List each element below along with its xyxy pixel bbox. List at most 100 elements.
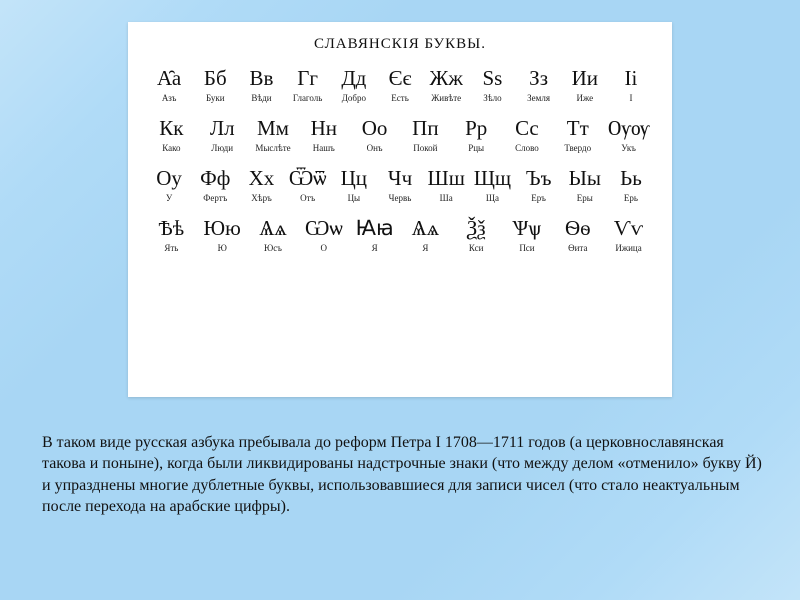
alphabet-row: А̑аАзъБбБукиВвВѣдиГгГлагольДдДоброЄєЕсть… [146, 67, 654, 103]
glyph-name: Укъ [621, 143, 636, 153]
glyph: Сс [515, 117, 539, 140]
glyph: Кк [159, 117, 183, 140]
alphabet-cell: Оу У [146, 167, 192, 203]
glyph-name: Ша [440, 193, 453, 203]
glyph-name: Онъ [367, 143, 383, 153]
alphabet-cell: ІіІ [608, 67, 654, 103]
glyph-name: Како [162, 143, 180, 153]
glyph: Тт [567, 117, 589, 140]
alphabet-cell: Тт Твердо [552, 117, 603, 153]
glyph: Рр [465, 117, 487, 140]
glyph-name: Ять [164, 243, 178, 253]
glyph: Чч [388, 167, 412, 190]
glyph: Щщ [474, 167, 511, 190]
glyph-name: Хѣръ [251, 193, 272, 203]
glyph-name: І [629, 93, 632, 103]
alphabet-cell: НнНашъ [298, 117, 349, 153]
glyph: Хх [249, 167, 275, 190]
glyph-name: Буки [206, 93, 225, 103]
glyph: Ѣѣ [159, 217, 185, 240]
glyph-name: Зѣло [483, 93, 501, 103]
glyph-name: Твердо [564, 143, 591, 153]
glyph: Ѯѯ [467, 217, 486, 240]
glyph: Жж [430, 67, 463, 90]
glyph-name: Вѣди [251, 93, 271, 103]
glyph-name: Пси [519, 243, 534, 253]
glyph: Ѧѧ [412, 217, 440, 240]
glyph: Лл [210, 117, 235, 140]
glyph: Зз [529, 67, 548, 90]
glyph-name: Мыслѣте [255, 143, 290, 153]
glyph: Бб [204, 67, 227, 90]
glyph-name: Цы [348, 193, 361, 203]
alphabet-cell: ИиИже [562, 67, 608, 103]
glyph-name: Земля [527, 93, 550, 103]
glyph: Ꙗꙗ [355, 217, 393, 240]
glyph-name: Глаголь [293, 93, 322, 103]
alphabet-cell: ѦѧЯ [400, 217, 451, 253]
glyph-name: Отъ [300, 193, 315, 203]
glyph: Ѡѡ [305, 217, 343, 240]
alphabet-cell: Ꙗꙗ Я [349, 217, 400, 253]
alphabet-cell: Шш Ша [423, 167, 469, 203]
alphabet-cell: ЮюЮ [197, 217, 248, 253]
alphabet-cell: Фф Фертъ [192, 167, 238, 203]
alphabet-row: ѢѣЯтьЮюЮѦѧЮсъѠѡОꙖꙗЯѦѧЯѮѯКсиѰѱПсиѲѳѲитаѴѵ… [146, 217, 654, 253]
glyph: Ьь [620, 167, 642, 190]
glyph-name: Рцы [468, 143, 484, 153]
alphabet-cell: МмМыслѣте [248, 117, 299, 153]
alphabet-cell: ѦѧЮсъ [248, 217, 299, 253]
alphabet-cell: Чч Червь [377, 167, 423, 203]
alphabet-cell: ѮѯКси [451, 217, 502, 253]
alphabet-cell: ЫыЕры [562, 167, 608, 203]
glyph-name: У [166, 193, 172, 203]
alphabet-cell: Бб Буки [192, 67, 238, 103]
glyph-name: Ю [218, 243, 227, 253]
glyph-name: Нашъ [313, 143, 335, 153]
alphabet-cell: Рр Рцы [451, 117, 502, 153]
alphabet-cell: ЬьЕрь [608, 167, 654, 203]
alphabet-cell: Ѱѱ Пси [502, 217, 553, 253]
glyph-name: Юсъ [264, 243, 282, 253]
glyph: Ѱѱ [513, 217, 542, 240]
glyph-name: Иже [576, 93, 593, 103]
glyph-name: Ижица [615, 243, 641, 253]
glyph: Вв [250, 67, 274, 90]
glyph-name: Фертъ [203, 193, 227, 203]
glyph: Пп [412, 117, 438, 140]
alphabet-grid: А̑аАзъБбБукиВвВѣдиГгГлагольДдДоброЄєЕсть… [146, 67, 654, 253]
glyph-name: Ща [486, 193, 499, 203]
glyph-name: Покой [413, 143, 437, 153]
alphabet-cell: Оо Онъ [349, 117, 400, 153]
glyph: Фф [200, 167, 230, 190]
caption-text: В таком виде русская азбука пребывала до… [42, 432, 762, 518]
glyph-name: Я [372, 243, 378, 253]
glyph: Дд [341, 67, 366, 90]
glyph: Шш [428, 167, 465, 190]
alphabet-cell: Жж Живѣте [423, 67, 469, 103]
glyph-name: Червь [389, 193, 412, 203]
glyph: Оу [156, 167, 182, 190]
alphabet-cell: Хх Хѣръ [238, 167, 284, 203]
glyph-name: Живѣте [431, 93, 461, 103]
glyph-name: Люди [211, 143, 233, 153]
glyph: Цц [341, 167, 367, 190]
glyph-name: Еръ [531, 193, 546, 203]
alphabet-cell: Вв Вѣди [238, 67, 284, 103]
glyph: Ѿѿ [289, 167, 327, 190]
glyph: Ѵѵ [614, 217, 643, 240]
alphabet-cell: Кк Како [146, 117, 197, 153]
glyph: Ѹѹ [608, 117, 649, 140]
alphabet-cell: Цц Цы [331, 167, 377, 203]
glyph: Ѕѕ [482, 67, 502, 90]
alphabet-cell: СсСлово [502, 117, 553, 153]
glyph: Ѳѳ [565, 217, 591, 240]
glyph-name: О [321, 243, 328, 253]
glyph: Ыы [569, 167, 601, 190]
glyph: Оо [362, 117, 388, 140]
alphabet-cell: Щщ Ща [469, 167, 515, 203]
alphabet-cell: Пп Покой [400, 117, 451, 153]
alphabet-cell: Лл Люди [197, 117, 248, 153]
glyph-name: Добро [342, 93, 366, 103]
glyph: Єє [389, 67, 412, 90]
